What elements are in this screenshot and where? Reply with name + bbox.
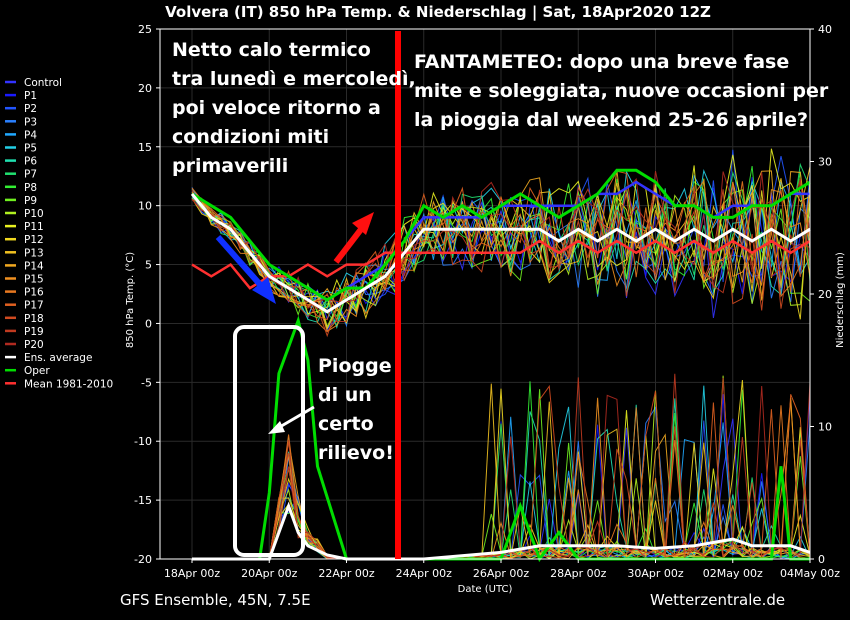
legend-label: P18 xyxy=(24,313,44,325)
legend-label: P10 xyxy=(24,208,44,220)
legend-label: P19 xyxy=(24,326,44,338)
legend-label: P6 xyxy=(24,156,37,168)
legend-label: Mean 1981-2010 xyxy=(24,378,113,390)
annotation-left: Netto calo termico tra lunedì e mercoled… xyxy=(172,39,416,177)
y2-tick-label: 30 xyxy=(818,156,832,169)
x-tick-label: 24Apr 00z xyxy=(396,567,453,580)
member-temp-line xyxy=(191,189,811,338)
temp-line-mean-1981-2010 xyxy=(191,239,811,290)
x-tick-label: 30Apr 00z xyxy=(627,567,684,580)
temp-line-ens-average xyxy=(190,192,811,314)
footer-source: Wetterzentrale.de xyxy=(650,591,785,609)
y2-ticks: 0 10 20 30 40 xyxy=(810,23,832,566)
legend-label: P1 xyxy=(24,90,37,102)
y-tick-label: 15 xyxy=(138,141,152,154)
y-tick-label: -10 xyxy=(134,435,152,448)
legend-label: P3 xyxy=(24,116,37,128)
legend-label: P15 xyxy=(24,274,44,286)
x-tick-label: 26Apr 00z xyxy=(473,567,530,580)
y-tick-label: -5 xyxy=(141,376,152,389)
annotation-rain-line: rilievo! xyxy=(318,442,394,464)
legend-label: P5 xyxy=(24,143,37,155)
annotation-left-line: primaverili xyxy=(172,155,288,177)
member-temp-line xyxy=(191,180,811,330)
annotation-right-line: FANTAMETEO: dopo una breve fase xyxy=(414,51,789,73)
legend-label: P16 xyxy=(24,287,44,299)
annotation-rain: Piogge di un certo rilievo! xyxy=(318,355,394,464)
legend-label: P2 xyxy=(24,103,37,115)
y2-tick-label: 40 xyxy=(818,23,832,36)
legend-label: Control xyxy=(24,77,62,89)
annotation-left-line: condizioni miti xyxy=(172,126,329,148)
annotation-right: FANTAMETEO: dopo una breve fase mite e s… xyxy=(414,51,829,131)
x-tick-label: 02May 00z xyxy=(703,567,763,580)
precip-line-ens-average xyxy=(192,501,811,561)
legend-label: P11 xyxy=(24,221,44,233)
legend-label: P4 xyxy=(24,129,37,141)
footer-model: GFS Ensemble, 45N, 7.5E xyxy=(120,591,311,609)
y2-axis-label: Niederschlag (mm) xyxy=(835,252,846,348)
annotation-left-line: poi veloce ritorno a xyxy=(172,97,381,119)
rain-highlight-box xyxy=(233,325,305,557)
legend-label: P8 xyxy=(24,182,37,194)
y-tick-label: 10 xyxy=(138,200,152,213)
x-ticks: 18Apr 00z 20Apr 00z 22Apr 00z 24Apr 00z 26Ap… xyxy=(164,559,840,580)
legend-label: Oper xyxy=(24,365,50,377)
legend-label: Ens. average xyxy=(24,352,92,364)
y-tick-label: 25 xyxy=(138,23,152,36)
red-up-arrow xyxy=(333,212,374,264)
annotation-rain-line: Piogge xyxy=(318,355,392,377)
legend-label: P17 xyxy=(24,300,44,312)
annotation-left-line: tra lunedì e mercoledì, xyxy=(172,68,416,90)
x-tick-label: 20Apr 00z xyxy=(241,567,298,580)
annotation-left-line: Netto calo termico xyxy=(172,39,371,61)
legend-label: P20 xyxy=(24,339,44,351)
y-tick-label: -15 xyxy=(134,494,152,507)
legend-label: P12 xyxy=(24,234,44,246)
x-tick-label: 28Apr 00z xyxy=(550,567,607,580)
annotation-rain-line: certo xyxy=(318,413,374,435)
legend-label: P13 xyxy=(24,247,44,259)
y-tick-label: -20 xyxy=(134,553,152,566)
legend-label: P7 xyxy=(24,169,37,181)
y-tick-label: 20 xyxy=(138,82,152,95)
chart-title: Volvera (IT) 850 hPa Temp. & Niederschla… xyxy=(165,3,711,22)
blue-down-arrow xyxy=(215,235,276,304)
y2-tick-label: 10 xyxy=(818,421,832,434)
x-tick-label: 18Apr 00z xyxy=(164,567,221,580)
temp-line-oper xyxy=(191,168,811,302)
x-tick-label: 22Apr 00z xyxy=(318,567,375,580)
member-temp-line xyxy=(191,170,811,321)
y2-tick-label: 0 xyxy=(818,553,825,566)
white-pointer-arrow xyxy=(268,405,315,434)
x-axis-label: Date (UTC) xyxy=(458,584,513,595)
y-tick-label: 5 xyxy=(145,259,152,272)
legend-label: P14 xyxy=(24,260,44,272)
annotation-rain-line: di un xyxy=(318,384,372,406)
member-temp-line xyxy=(191,187,811,323)
y-ticks: -20 -15 -10 -5 0 5 10 15 20 25 xyxy=(134,23,160,566)
annotation-right-line: la pioggia dal weekend 25-26 aprile? xyxy=(414,109,808,131)
y-axis-label: 850 hPa Temp. (°C) xyxy=(125,252,136,348)
y-tick-label: 0 xyxy=(145,317,152,330)
legend-label: P9 xyxy=(24,195,37,207)
x-tick-label: 04May 00z xyxy=(780,567,840,580)
y2-tick-label: 20 xyxy=(818,288,832,301)
annotation-right-line: mite e soleggiata, nuove occasioni per xyxy=(414,80,829,102)
